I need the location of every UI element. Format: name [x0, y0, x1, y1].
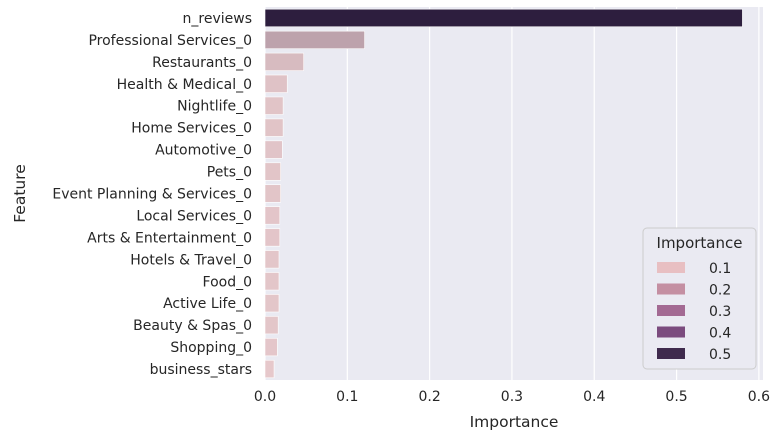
bar	[264, 338, 278, 357]
y-tick-label: Local Services_0	[136, 208, 252, 224]
x-tick-label: 0.0	[254, 389, 276, 405]
y-tick-label: business_stars	[150, 362, 252, 378]
bar	[264, 272, 280, 291]
bar	[264, 228, 281, 247]
y-tick-label: Shopping_0	[170, 340, 252, 356]
bar	[264, 359, 275, 379]
x-tick-label: 0.5	[665, 389, 687, 405]
legend-swatch	[657, 283, 685, 295]
bar	[264, 8, 743, 28]
y-tick-label: Arts & Entertainment_0	[87, 230, 252, 246]
y-tick-label: Active Life_0	[163, 296, 252, 312]
y-tick-label: Nightlife_0	[177, 99, 252, 115]
legend-swatch	[657, 326, 685, 338]
bar	[264, 162, 281, 181]
legend-swatch	[657, 348, 685, 359]
legend-label: 0.1	[709, 261, 731, 277]
y-tick-label: Restaurants_0	[152, 55, 252, 71]
x-tick-label: 0.4	[583, 389, 605, 405]
bar	[264, 250, 280, 269]
y-tick-label: Beauty & Spas_0	[133, 318, 252, 334]
legend-title: Importance	[657, 234, 743, 252]
y-tick-label: Professional Services_0	[88, 33, 252, 49]
y-tick-label: Hotels & Travel_0	[130, 252, 252, 268]
bar	[264, 30, 365, 49]
legend-label: 0.2	[709, 283, 731, 299]
bar	[264, 316, 279, 335]
bar	[264, 74, 288, 93]
y-tick-label: Automotive_0	[155, 143, 252, 159]
legend-label: 0.4	[709, 326, 731, 342]
bar	[264, 140, 283, 159]
legend-label: 0.3	[709, 304, 731, 320]
bar	[264, 52, 304, 71]
x-axis-label: Importance	[470, 413, 559, 431]
legend-swatch	[657, 305, 685, 316]
x-tick-label: 0.2	[418, 389, 440, 405]
y-tick-label: Home Services_0	[131, 121, 252, 137]
bars	[264, 8, 743, 379]
y-tick-label: Event Planning & Services_0	[52, 187, 252, 203]
y-tick-label: Food_0	[203, 274, 252, 290]
x-tick-label: 0.6	[748, 389, 770, 405]
y-axis-label: Feature	[11, 164, 29, 223]
bar	[264, 118, 284, 137]
x-tick-labels: 0.0 0.1 0.2 0.3 0.4 0.5 0.6	[254, 389, 770, 405]
x-tick-label: 0.1	[336, 389, 358, 405]
y-tick-labels: n_reviews Professional Services_0 Restaura…	[52, 11, 252, 378]
bar	[264, 206, 281, 225]
y-tick-label: Pets_0	[207, 165, 252, 181]
bar	[264, 96, 284, 115]
x-tick-label: 0.3	[501, 389, 523, 405]
y-tick-label: Health & Medical_0	[117, 77, 252, 93]
legend-label: 0.5	[709, 347, 731, 363]
legend: Importance 0.1 0.2 0.3 0.4 0.5	[642, 227, 757, 370]
legend-swatch	[657, 262, 685, 273]
y-tick-label: n_reviews	[183, 11, 252, 27]
bar	[264, 184, 281, 203]
bar	[264, 294, 280, 313]
